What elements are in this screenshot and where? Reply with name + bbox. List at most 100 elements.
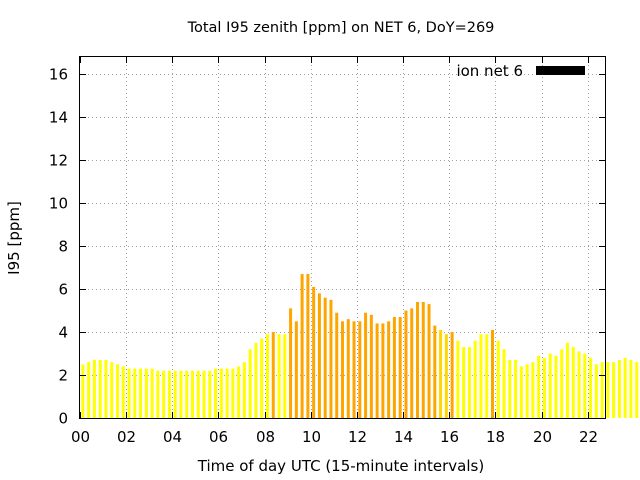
bar bbox=[231, 368, 235, 418]
bar bbox=[427, 304, 431, 418]
bar bbox=[323, 297, 327, 418]
bar bbox=[219, 368, 223, 418]
bar bbox=[202, 370, 206, 418]
bar bbox=[312, 286, 316, 418]
bar bbox=[554, 355, 558, 418]
x-tick-label: 16 bbox=[440, 428, 459, 446]
bar bbox=[144, 368, 148, 418]
y-tick-label: 6 bbox=[58, 281, 68, 299]
bar bbox=[537, 355, 541, 418]
bar bbox=[277, 334, 281, 418]
bar bbox=[404, 310, 408, 418]
y-tick-label: 0 bbox=[58, 410, 68, 428]
bar bbox=[514, 359, 518, 418]
bar bbox=[398, 317, 402, 418]
x-tick-label: 18 bbox=[486, 428, 505, 446]
bar bbox=[237, 366, 241, 418]
plot-frame bbox=[79, 56, 606, 419]
bar bbox=[566, 342, 569, 418]
y-axis-title: I95 [ppm] bbox=[5, 201, 23, 275]
bar bbox=[254, 342, 258, 418]
bar bbox=[150, 368, 154, 418]
y-tick-label: 12 bbox=[49, 152, 68, 170]
bar bbox=[156, 370, 160, 418]
bar bbox=[260, 338, 264, 418]
legend-label: ion net 6 bbox=[456, 62, 523, 80]
bar bbox=[502, 349, 506, 418]
bar bbox=[623, 357, 627, 418]
bar bbox=[542, 357, 546, 418]
bar bbox=[473, 340, 477, 418]
bar bbox=[208, 370, 212, 418]
x-tick-label: 10 bbox=[302, 428, 321, 446]
bar bbox=[629, 359, 633, 418]
y-tick-label: 8 bbox=[58, 238, 68, 256]
bar bbox=[462, 347, 466, 418]
x-tick-label: 02 bbox=[117, 428, 136, 446]
bar bbox=[329, 299, 333, 418]
bar bbox=[306, 274, 310, 418]
bar bbox=[583, 353, 587, 418]
ticks-layer bbox=[80, 57, 605, 419]
bar bbox=[508, 359, 512, 418]
bar bbox=[167, 370, 171, 418]
bar bbox=[617, 359, 621, 418]
bar bbox=[571, 347, 575, 418]
bar bbox=[479, 334, 483, 418]
x-axis-title: Time of day UTC (15-minute intervals) bbox=[197, 457, 484, 475]
bar bbox=[139, 368, 143, 418]
bar bbox=[600, 362, 604, 418]
bar bbox=[92, 359, 96, 418]
bar bbox=[519, 366, 523, 418]
bar bbox=[612, 362, 616, 418]
bar bbox=[341, 321, 344, 418]
legend: ion net 6 bbox=[456, 62, 585, 80]
bar bbox=[364, 312, 368, 418]
bar bbox=[548, 353, 552, 418]
bar bbox=[335, 312, 339, 418]
bar bbox=[116, 364, 119, 418]
x-tick-label: 22 bbox=[579, 428, 598, 446]
bar bbox=[196, 370, 200, 418]
bar bbox=[121, 366, 125, 418]
bar bbox=[104, 359, 108, 418]
grid-layer bbox=[80, 57, 605, 418]
bar bbox=[369, 314, 373, 418]
bar bbox=[294, 321, 298, 418]
bar bbox=[421, 301, 425, 418]
bar bbox=[358, 321, 362, 418]
bar bbox=[392, 317, 396, 418]
x-tick-label: 08 bbox=[256, 428, 275, 446]
chart-title: Total I95 zenith [ppm] on NET 6, DoY=269 bbox=[187, 20, 495, 36]
bar bbox=[248, 349, 252, 418]
y-tick-label: 14 bbox=[49, 109, 68, 127]
bar bbox=[635, 362, 639, 418]
x-tick-label: 20 bbox=[533, 428, 552, 446]
bar bbox=[81, 364, 85, 418]
bar bbox=[352, 321, 356, 418]
bar bbox=[179, 370, 183, 418]
bar bbox=[560, 349, 564, 418]
bar bbox=[594, 364, 598, 418]
bar bbox=[456, 340, 460, 418]
bar bbox=[375, 323, 379, 418]
bar bbox=[531, 362, 535, 418]
x-tick-label: 12 bbox=[348, 428, 367, 446]
x-tick-label: 04 bbox=[163, 428, 182, 446]
bar bbox=[214, 368, 218, 418]
bar bbox=[525, 364, 529, 418]
bar bbox=[387, 321, 391, 418]
bar bbox=[289, 308, 293, 418]
bar bbox=[589, 357, 593, 418]
bar bbox=[491, 329, 494, 418]
bar bbox=[266, 334, 269, 418]
bar bbox=[173, 370, 177, 418]
bar bbox=[242, 362, 246, 418]
bar bbox=[110, 362, 114, 418]
bars-layer bbox=[81, 274, 639, 418]
y-tick-label: 16 bbox=[49, 66, 68, 84]
bar bbox=[410, 308, 414, 418]
bar bbox=[283, 334, 287, 418]
